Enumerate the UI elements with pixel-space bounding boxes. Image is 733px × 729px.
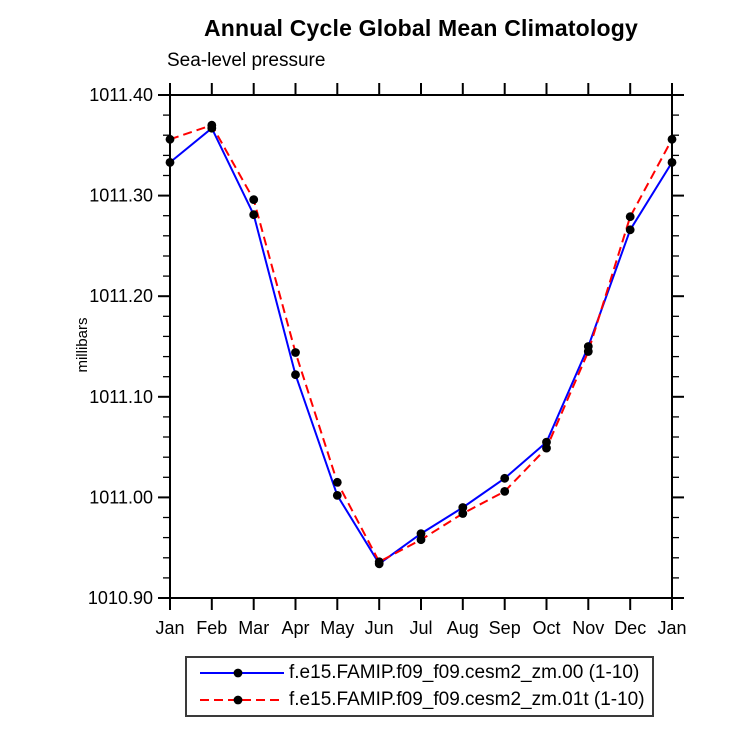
- chart-subtitle: Sea-level pressure: [167, 50, 326, 71]
- data-point: [667, 134, 677, 144]
- x-tick-label: Jan: [155, 618, 184, 638]
- x-tick-label: Jan: [657, 618, 686, 638]
- data-point: [332, 491, 342, 500]
- x-tick-label: Oct: [532, 618, 560, 638]
- x-tick-label: Jul: [409, 618, 432, 638]
- legend-label: f.e15.FAMIP.f09_f09.cesm2_zm.01t (1-10): [289, 689, 645, 710]
- chart-title: Annual Cycle Global Mean Climatology: [203, 15, 639, 41]
- series-line-1: [169, 123, 673, 564]
- data-point: [249, 210, 259, 220]
- data-point: [374, 557, 384, 567]
- y-tick-label: 1011.20: [89, 286, 153, 306]
- data-point: [332, 477, 342, 487]
- x-tick-label: Jun: [365, 618, 394, 638]
- legend-label: f.e15.FAMIP.f09_f09.cesm2_zm.00 (1-10): [289, 662, 640, 683]
- x-tick-label: Sep: [489, 618, 521, 638]
- data-point: [583, 347, 593, 356]
- data-point: [165, 134, 175, 144]
- y-tick-label: 1011.10: [89, 387, 153, 407]
- data-point: [291, 370, 300, 380]
- legend: f.e15.FAMIP.f09_f09.cesm2_zm.00 (1-10) f…: [185, 656, 654, 717]
- legend-marker-dot: [233, 668, 243, 678]
- series-line-0: [169, 126, 673, 566]
- data-point: [667, 158, 677, 167]
- legend-marker-dot: [233, 695, 243, 705]
- data-point: [542, 443, 551, 453]
- data-point: [625, 212, 635, 222]
- x-tick-label: Aug: [447, 618, 479, 638]
- data-point: [165, 158, 175, 167]
- y-tick-label: 1011.00: [89, 487, 153, 507]
- x-tick-label: Feb: [196, 618, 227, 638]
- y-tick-label: 1011.30: [89, 186, 153, 206]
- data-point: [625, 225, 635, 235]
- data-point: [291, 348, 300, 357]
- y-tick-label: 1011.40: [89, 85, 153, 105]
- legend-line-sample-dashed: [200, 695, 284, 705]
- x-tick-label: Dec: [614, 618, 646, 638]
- data-point: [249, 195, 259, 205]
- data-point: [458, 509, 468, 518]
- legend-item: f.e15.FAMIP.f09_f09.cesm2_zm.01t (1-10): [198, 688, 652, 712]
- y-tick-label: 1010.90: [88, 588, 153, 608]
- plot-frame: [169, 94, 673, 599]
- data-point: [500, 473, 510, 483]
- legend-line-sample-solid: [200, 668, 284, 678]
- legend-item: f.e15.FAMIP.f09_f09.cesm2_zm.00 (1-10): [198, 661, 652, 685]
- x-tick-label: Apr: [281, 618, 309, 638]
- x-tick-label: Mar: [238, 618, 269, 638]
- data-point: [416, 529, 426, 538]
- x-tick-label: Nov: [572, 618, 604, 638]
- data-point: [207, 120, 217, 130]
- x-tick-label: May: [320, 618, 354, 638]
- data-point: [416, 535, 426, 545]
- data-point: [500, 487, 510, 496]
